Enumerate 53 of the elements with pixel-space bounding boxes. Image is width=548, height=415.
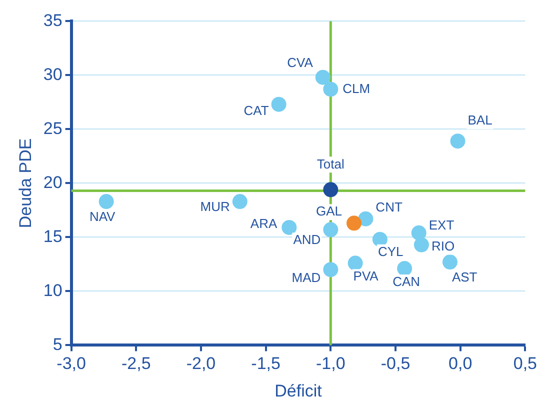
- series-label: Total: [316, 156, 345, 172]
- series-label: PVA: [353, 268, 379, 284]
- series-label: AST: [452, 270, 478, 285]
- point: [414, 237, 429, 252]
- point: [372, 232, 388, 247]
- y-tick-label: 10: [43, 280, 62, 300]
- point: [346, 216, 362, 231]
- point: [98, 194, 114, 210]
- y-tick-label: 30: [43, 64, 62, 84]
- x-tick-label: 0,5: [513, 354, 538, 374]
- point: [450, 134, 466, 149]
- point: [271, 96, 286, 112]
- point: [323, 222, 338, 238]
- series-label: CAT: [244, 102, 269, 118]
- series-label: MUR: [200, 199, 230, 214]
- series-label: CLM: [342, 80, 370, 96]
- y-tick-label: 15: [43, 226, 62, 246]
- series-label: CYL: [378, 244, 404, 259]
- point: [348, 256, 363, 271]
- y-tick-label: 20: [43, 172, 62, 192]
- x-tick-label: -1,5: [251, 354, 280, 374]
- point: [323, 82, 338, 97]
- point: [315, 70, 330, 85]
- point: [282, 220, 297, 235]
- point: [323, 262, 338, 278]
- series-label: AND: [293, 232, 321, 248]
- series-label: RIO: [431, 238, 455, 254]
- y-tick-label: 5: [52, 334, 62, 354]
- point: [323, 182, 338, 198]
- y-axis-title: Deuda PDE: [16, 138, 35, 228]
- series-label: CVA: [287, 54, 314, 70]
- x-tick-label: -1,0: [316, 354, 346, 374]
- x-tick-label: -2,0: [186, 354, 216, 374]
- point: [358, 211, 374, 226]
- point: [397, 261, 412, 276]
- x-tick-label: -0,5: [380, 354, 410, 374]
- x-tick-label: -2,5: [122, 354, 151, 374]
- point: [442, 254, 458, 270]
- x-tick-label: -3,0: [56, 354, 86, 374]
- series-label: GAL: [316, 204, 342, 219]
- series-label: ARA: [250, 216, 278, 232]
- x-tick-label: 0,0: [448, 354, 472, 374]
- series-label: CNT: [376, 199, 402, 214]
- series-label: MAD: [292, 270, 321, 286]
- series-label: CAN: [392, 274, 420, 290]
- y-tick-label: 25: [43, 118, 62, 138]
- series-label: BAL: [468, 112, 492, 128]
- series-label: NAV: [89, 209, 116, 224]
- y-tick-label: 35: [43, 10, 62, 30]
- series-label: EXT: [428, 217, 454, 232]
- point: [232, 194, 248, 210]
- x-axis-title: Déficit: [274, 381, 322, 400]
- point: [411, 225, 426, 240]
